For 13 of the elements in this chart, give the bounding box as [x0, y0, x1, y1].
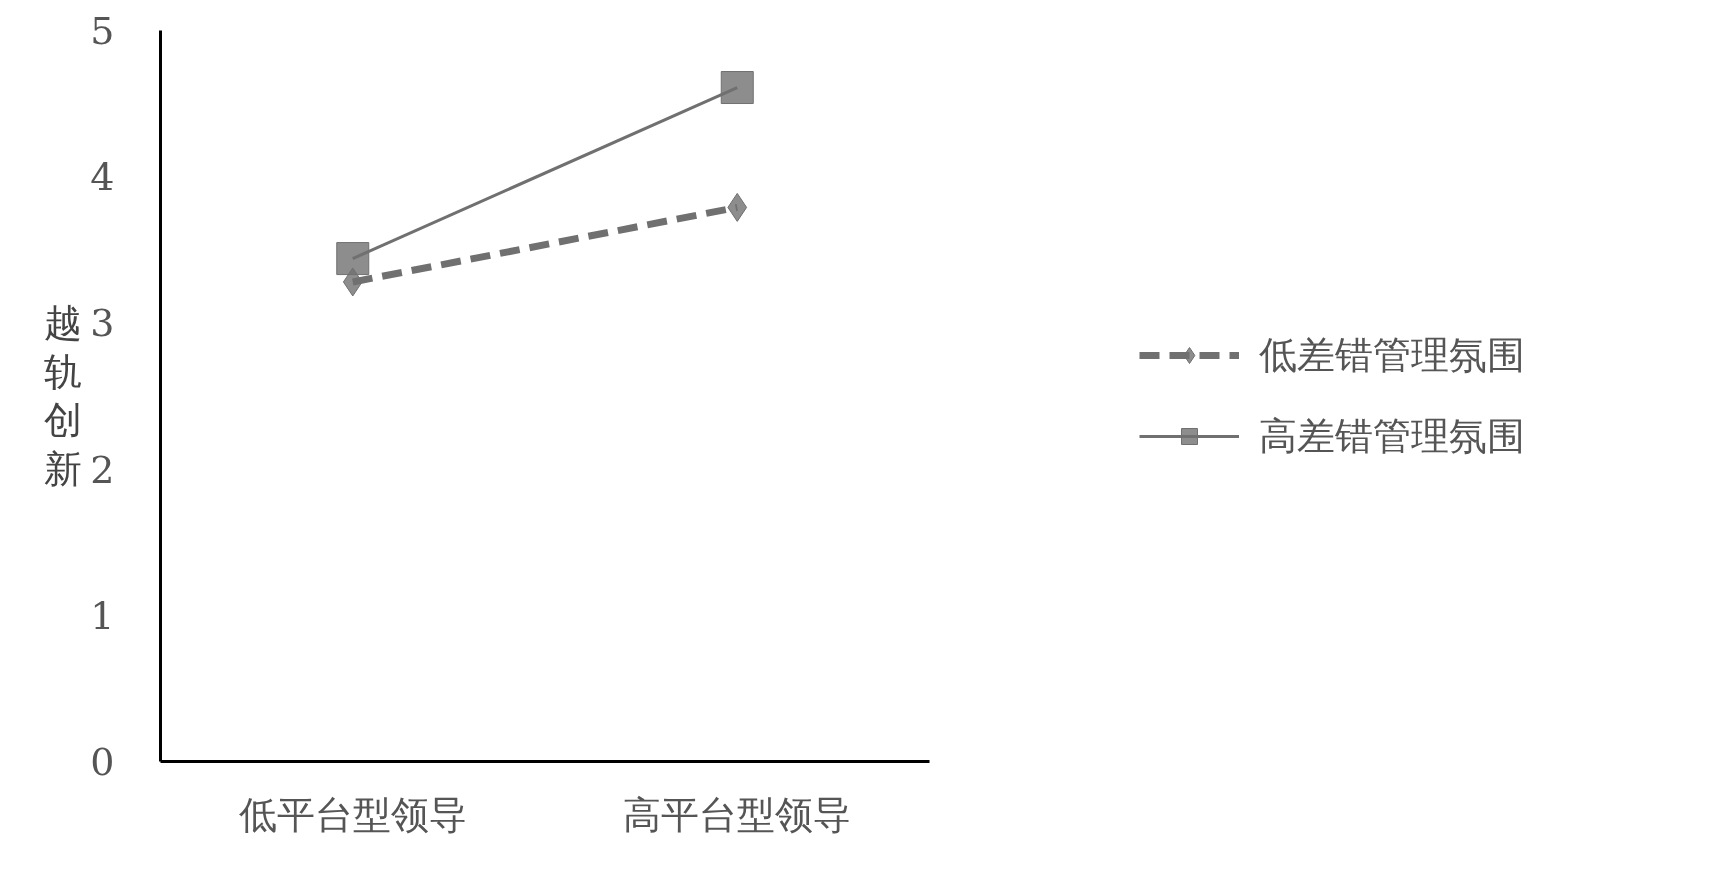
legend-label: 低差错管理氛围	[1259, 331, 1525, 379]
y-tick-label: 3	[90, 301, 115, 346]
y-tick-label: 1	[90, 593, 115, 638]
x-tick-label: 低平台型领导	[238, 792, 467, 837]
y-tick-label: 2	[90, 447, 115, 492]
y-tick-label: 4	[90, 155, 115, 200]
x-tick-label: 高平台型领导	[623, 792, 852, 837]
point	[720, 71, 754, 105]
y-tick-label: 5	[90, 9, 115, 53]
y-tick-label: 0	[90, 740, 115, 784]
legend-label: 高差错管理氛围	[1259, 412, 1525, 460]
point	[336, 242, 370, 276]
y-axis-title: 越轨创新	[44, 301, 83, 491]
